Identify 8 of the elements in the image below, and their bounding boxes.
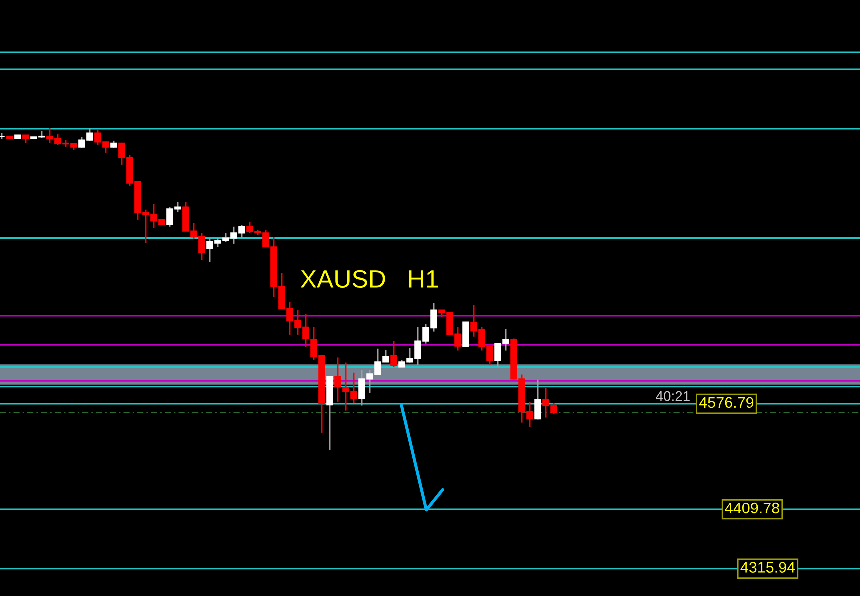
candlestick: [534, 379, 542, 420]
ref-line-label: 4576.79: [699, 397, 754, 408]
ref-line-label: 4315.94: [740, 562, 796, 573]
text: XAUSD H1: [300, 270, 438, 288]
candlestick: [390, 340, 398, 368]
text: 40:21: [656, 391, 690, 402]
ref-line-label: 4409.78: [725, 502, 780, 514]
candlestick: [334, 357, 342, 403]
